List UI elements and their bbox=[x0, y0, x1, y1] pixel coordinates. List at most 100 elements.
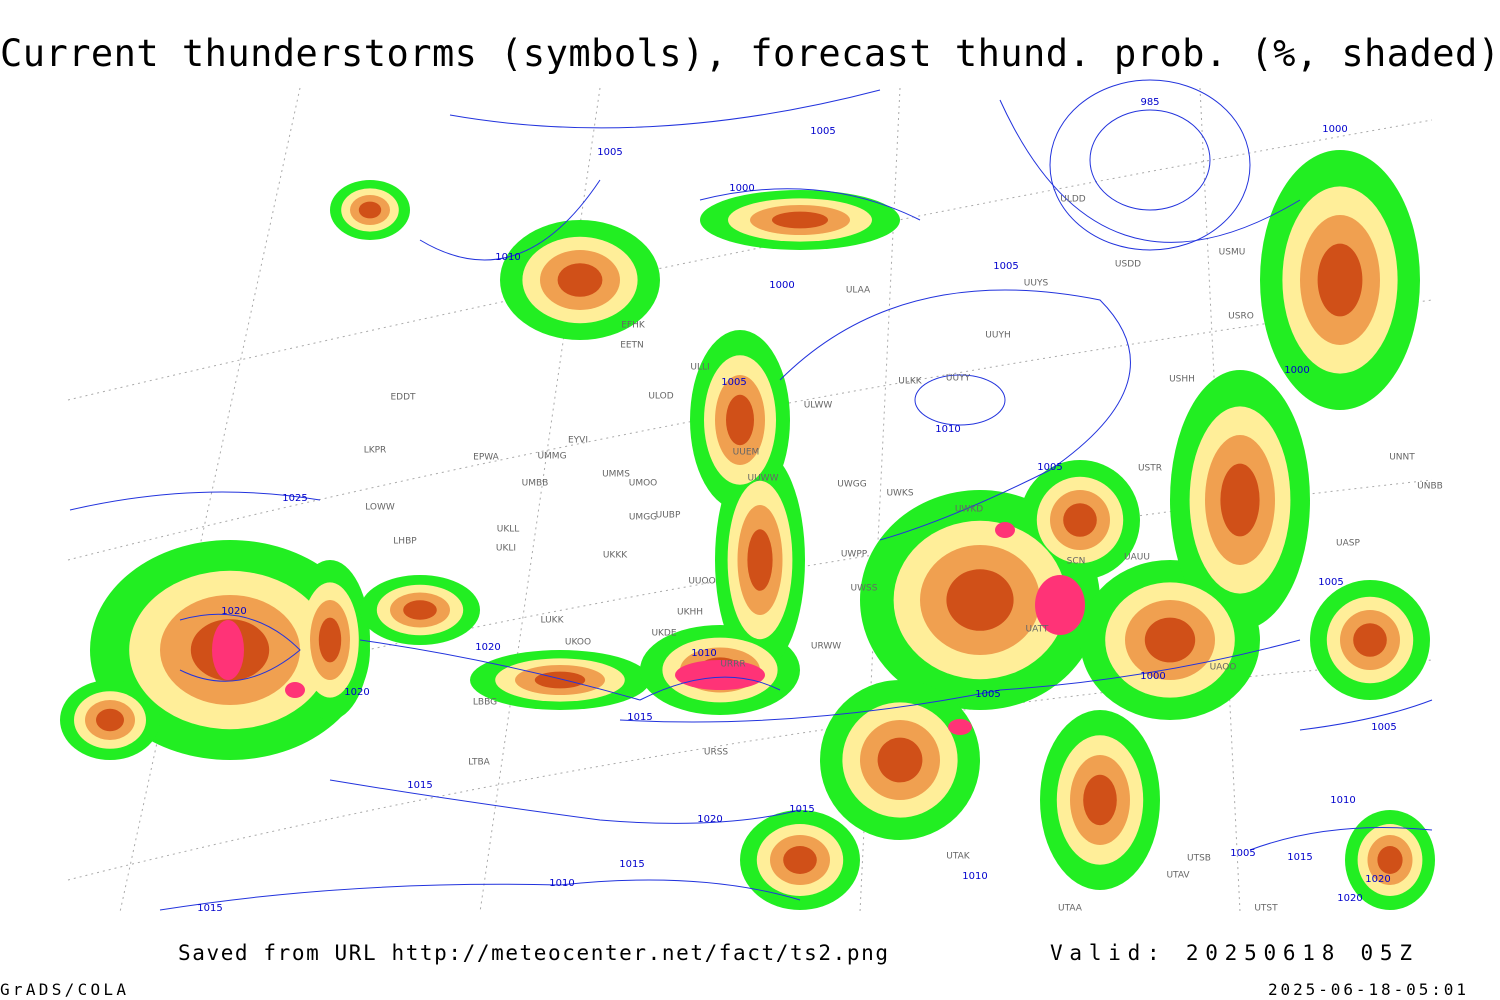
probability-area bbox=[1144, 617, 1196, 663]
storm-symbols bbox=[995, 522, 1015, 538]
station-label: UWPP bbox=[841, 550, 868, 560]
probability-area bbox=[877, 737, 923, 783]
isobar-label: 1000 bbox=[1140, 671, 1165, 682]
station-label: UKLL bbox=[497, 525, 520, 535]
storm-symbols bbox=[1035, 575, 1085, 635]
station-label: USDD bbox=[1115, 260, 1141, 270]
isobar-label: 1025 bbox=[282, 493, 307, 504]
station-label: ULKK bbox=[898, 377, 923, 387]
isobar-label: 1005 bbox=[1371, 722, 1396, 733]
station-label: URWW bbox=[811, 642, 841, 652]
isobar-label: 1005 bbox=[975, 689, 1000, 700]
isobar bbox=[999, 99, 1301, 243]
probability-area bbox=[1220, 463, 1260, 537]
isobar bbox=[359, 639, 781, 701]
probability-area bbox=[747, 529, 773, 591]
station-label: UUWW bbox=[748, 474, 779, 484]
graticule-line bbox=[67, 119, 1433, 401]
isobar bbox=[1089, 109, 1211, 211]
isobar-label: 1000 bbox=[769, 280, 794, 291]
isobar-label: 1010 bbox=[962, 871, 987, 882]
station-label: EDDT bbox=[390, 393, 416, 403]
station-label: UKHH bbox=[677, 608, 703, 618]
isobar bbox=[1249, 827, 1433, 851]
isobar-label: 1000 bbox=[1284, 365, 1309, 376]
isobar-label: 1010 bbox=[691, 648, 716, 659]
station-label: UKOO bbox=[565, 638, 591, 648]
station-label: UMBB bbox=[522, 479, 549, 489]
station-label: UAUU bbox=[1124, 553, 1150, 563]
station-label: ULDD bbox=[1060, 195, 1086, 205]
station-label: LOWW bbox=[365, 503, 395, 513]
isobar bbox=[69, 491, 321, 511]
isobar bbox=[1299, 699, 1433, 731]
isobar-label: 1005 bbox=[1230, 848, 1255, 859]
storm-symbols bbox=[285, 682, 305, 698]
probability-area bbox=[318, 617, 342, 663]
station-label: UNBB bbox=[1417, 482, 1443, 492]
isobar-label: 1005 bbox=[993, 261, 1018, 272]
station-label: UWKD bbox=[955, 505, 983, 515]
probability-area bbox=[1083, 774, 1117, 826]
isobar-label: 1020 bbox=[221, 606, 246, 617]
station-label: LTBA bbox=[468, 758, 490, 768]
isobar-label: 1010 bbox=[935, 424, 960, 435]
isobar-label: 1015 bbox=[197, 903, 222, 914]
station-label: ULWW bbox=[804, 401, 833, 411]
probability-area bbox=[1317, 243, 1363, 317]
station-label: ULLI bbox=[690, 363, 709, 373]
valid-time: Valid: 20250618 05Z bbox=[1050, 941, 1412, 965]
station-label: UUOO bbox=[688, 577, 715, 587]
station-label: LHBP bbox=[393, 537, 417, 547]
station-label: UUYS bbox=[1024, 279, 1049, 289]
station-label: UWGG bbox=[837, 480, 866, 490]
isobar-label: 1010 bbox=[549, 878, 574, 889]
isobar-label: 1020 bbox=[1337, 893, 1362, 904]
station-label: UWKS bbox=[886, 489, 913, 499]
probability-area bbox=[783, 846, 817, 874]
station-label: UATT bbox=[1026, 625, 1049, 635]
isobar-label: 1020 bbox=[697, 814, 722, 825]
isobar bbox=[449, 89, 881, 129]
isobar bbox=[329, 779, 801, 824]
station-label: UUEM bbox=[733, 448, 760, 458]
station-label: LKPR bbox=[364, 446, 387, 456]
isobar-label: 1005 bbox=[1037, 462, 1062, 473]
isobar-label: 1015 bbox=[789, 804, 814, 815]
isobar-label: 985 bbox=[1140, 97, 1159, 108]
storm-symbols bbox=[948, 719, 972, 735]
isobar-label: 1005 bbox=[597, 147, 622, 158]
isobar-label: 1000 bbox=[1322, 124, 1347, 135]
isobar bbox=[179, 613, 301, 682]
probability-area bbox=[557, 263, 603, 297]
station-label: EFHK bbox=[621, 321, 646, 331]
isobar-label: 1015 bbox=[1287, 852, 1312, 863]
source-url: Saved from URL http://meteocenter.net/fa… bbox=[178, 941, 888, 965]
station-label: UMOO bbox=[629, 479, 658, 489]
station-label: UTAK bbox=[946, 852, 971, 862]
isobar bbox=[779, 289, 1131, 541]
storm-symbols bbox=[675, 660, 765, 690]
station-label: UKKK bbox=[603, 551, 628, 561]
isobar bbox=[419, 179, 601, 261]
isobar-label: 1020 bbox=[344, 687, 369, 698]
isobar bbox=[699, 188, 921, 221]
isobar-label: 1015 bbox=[619, 859, 644, 870]
station-label: UWSS bbox=[851, 584, 878, 594]
station-label: UMMG bbox=[537, 452, 566, 462]
station-label: UTST bbox=[1254, 904, 1278, 914]
station-label: UNNT bbox=[1389, 453, 1415, 463]
station-label: UKLI bbox=[496, 544, 516, 554]
station-label: UUYH bbox=[985, 331, 1010, 341]
probability-area bbox=[96, 708, 124, 732]
station-label: UMMS bbox=[602, 470, 630, 480]
probability-area bbox=[1353, 623, 1387, 657]
map-labels: 985 1005 1005 1000 1000 1010 1005 1000 1005 1000 1… bbox=[197, 97, 1443, 914]
station-label: UTAV bbox=[1166, 871, 1190, 881]
station-label: USRO bbox=[1228, 312, 1254, 322]
isobar-label: 1000 bbox=[729, 183, 754, 194]
station-label: ULOD bbox=[648, 392, 673, 402]
isobar-label: 1015 bbox=[407, 780, 432, 791]
station-label: UTSB bbox=[1187, 854, 1211, 864]
